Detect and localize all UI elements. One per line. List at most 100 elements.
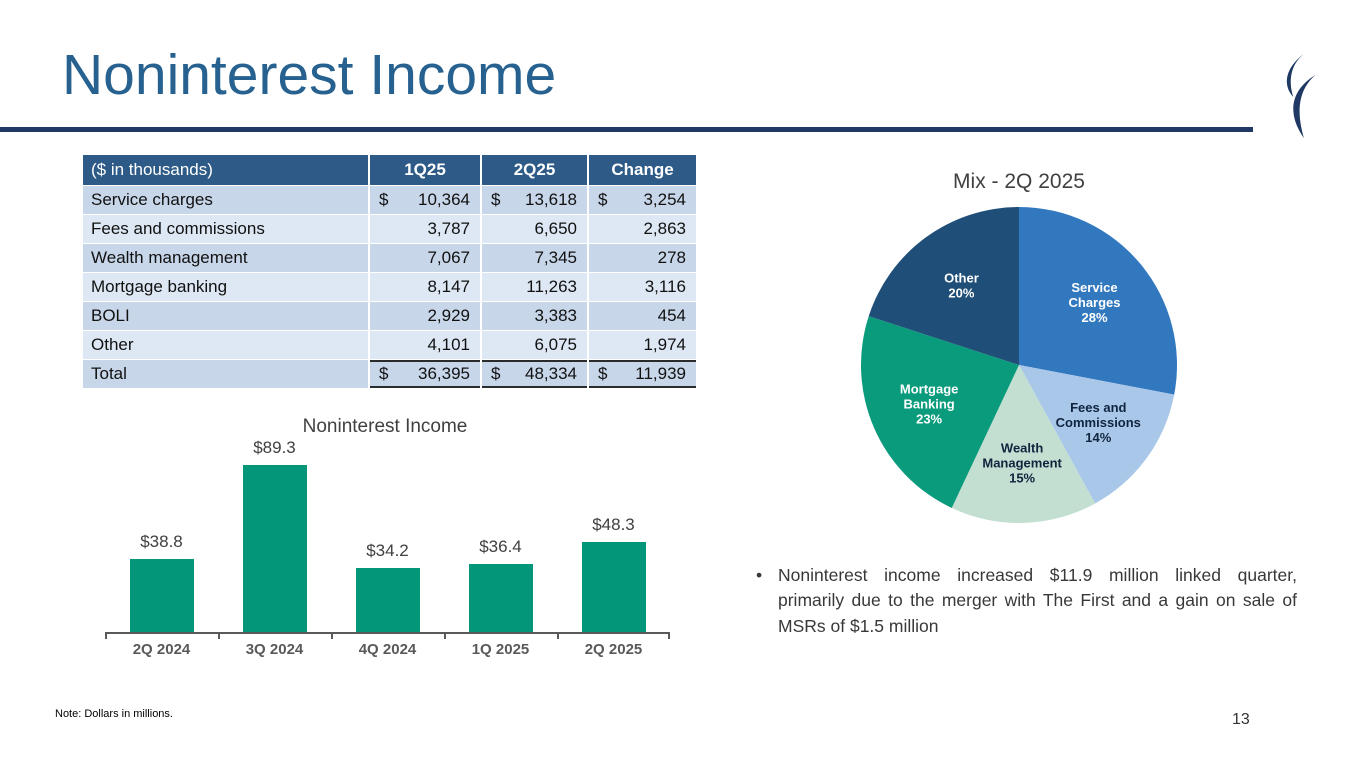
noninterest-income-table: ($ in thousands) 1Q25 2Q25 Change Service ch… <box>83 155 696 388</box>
axis-tick <box>668 632 670 639</box>
footnote: Note: Dollars in millions. <box>55 708 173 720</box>
table-row-label: Fees and commissions <box>83 215 368 243</box>
table-row-label: Total <box>83 360 368 388</box>
cell-number: 278 <box>657 248 686 267</box>
page-number: 13 <box>1232 711 1250 728</box>
table-cell-value: 7,067 <box>370 244 480 272</box>
table-row-label: Service charges <box>83 186 368 214</box>
table-header-1Q25: 1Q25 <box>370 155 480 185</box>
bar <box>468 564 533 632</box>
cell-number: 3,383 <box>534 306 577 325</box>
pie-slice-fees-and-commissions <box>1019 365 1175 504</box>
bar <box>355 568 420 632</box>
x-axis-line <box>105 632 670 634</box>
cell-number: 1,974 <box>643 335 686 354</box>
pie-slice-label: Service Charges 28% <box>1068 280 1120 325</box>
table-cell-value: $13,618 <box>482 186 587 214</box>
table-header-Change: Change <box>589 155 696 185</box>
table-row-label: Wealth management <box>83 244 368 272</box>
cell-number: 2,929 <box>427 306 470 325</box>
bar-category-label: 3Q 2024 <box>245 641 304 658</box>
cell-number: 7,067 <box>427 248 470 267</box>
bar-chart-title: Noninterest Income <box>302 416 468 437</box>
bank-logo-swoosh-icon <box>1286 54 1316 139</box>
table-cell-value: 3,383 <box>482 302 587 330</box>
cell-number: 11,939 <box>635 364 686 383</box>
bar-category-label: 4Q 2024 <box>358 641 417 658</box>
pie-chart-title: Mix - 2Q 2025 <box>953 170 1085 193</box>
cell-number: 3,254 <box>643 190 686 209</box>
dollar-sign: $ <box>379 364 389 383</box>
table-cell-value: $10,364 <box>370 186 480 214</box>
axis-tick <box>331 632 333 639</box>
cell-number: 11,263 <box>526 277 577 296</box>
pie-slice-other <box>868 207 1019 365</box>
dollar-sign: $ <box>598 364 608 383</box>
table-header-label: ($ in thousands) <box>83 155 368 185</box>
table-cell-value: 2,929 <box>370 302 480 330</box>
bar-category-label: 1Q 2025 <box>471 641 530 658</box>
bar-value-label: $48.3 <box>592 515 635 534</box>
cell-number: 3,116 <box>644 277 686 296</box>
bar-value-label: $36.4 <box>479 537 522 556</box>
bar <box>581 542 646 632</box>
cell-number: 10,364 <box>418 190 470 209</box>
cell-number: 48,334 <box>525 364 577 383</box>
cell-number: 8,147 <box>427 277 470 296</box>
table-cell-value: 6,650 <box>482 215 587 243</box>
cell-number: 6,075 <box>534 335 577 354</box>
cell-number: 13,618 <box>525 190 577 209</box>
bar-category-label: 2Q 2024 <box>132 641 191 658</box>
cell-number: 7,345 <box>534 248 577 267</box>
axis-tick <box>444 632 446 639</box>
dollar-sign: $ <box>379 190 389 209</box>
table-cell-value: 3,787 <box>370 215 480 243</box>
pie-slice-label: Mortgage Banking 23% <box>900 381 959 426</box>
pie-slice-service-charges <box>1019 207 1177 395</box>
pie-slice-label: Wealth Management 15% <box>982 440 1062 485</box>
cell-number: 454 <box>657 306 686 325</box>
table-cell-value: 278 <box>589 244 696 272</box>
table-cell-value: 3,116 <box>589 273 696 301</box>
bar-value-label: $38.8 <box>140 532 183 551</box>
bullet-marker: • <box>756 565 763 585</box>
bar-value-label: $89.3 <box>253 438 296 457</box>
cell-number: 3,787 <box>427 219 470 238</box>
axis-tick <box>557 632 559 639</box>
axis-tick <box>218 632 220 639</box>
table-cell-value: 11,263 <box>482 273 587 301</box>
table-cell-value: $48,334 <box>482 360 587 388</box>
table-row-label: Other <box>83 331 368 359</box>
mix-pie-chart: Service Charges 28% Fees and Commissions 14%W… <box>860 207 1177 524</box>
cell-number: 6,650 <box>534 219 577 238</box>
pie-slice-label: Fees and Commissions 14% <box>1056 400 1141 445</box>
title-divider <box>0 127 1253 132</box>
table-cell-value: 2,863 <box>589 215 696 243</box>
table-cell-value: $11,939 <box>589 360 696 388</box>
bar-category-label: 2Q 2025 <box>584 641 643 658</box>
table-cell-value: 1,974 <box>589 331 696 359</box>
table-header-2Q25: 2Q25 <box>482 155 587 185</box>
pie-slice-label: Other 20% <box>944 271 979 301</box>
bullet-text: Noninterest income increased $11.9 milli… <box>778 565 1297 636</box>
cell-number: 36,395 <box>418 364 470 383</box>
bar <box>129 559 194 632</box>
table-row-label: BOLI <box>83 302 368 330</box>
cell-number: 4,101 <box>427 335 470 354</box>
table-cell-value: 7,345 <box>482 244 587 272</box>
bar <box>242 465 307 632</box>
table-row-label: Mortgage banking <box>83 273 368 301</box>
bar-value-label: $34.2 <box>366 541 409 560</box>
axis-tick <box>105 632 107 639</box>
table-cell-value: $36,395 <box>370 360 480 388</box>
commentary-bullet: • Noninterest income increased $11.9 mil… <box>752 563 1297 639</box>
page-title: Noninterest Income <box>62 43 557 107</box>
noninterest-income-bar-chart: Noninterest Income $38.8 2Q 2024 $89.3 3Q 2… <box>100 414 675 669</box>
table-cell-value: $3,254 <box>589 186 696 214</box>
cell-number: 2,863 <box>643 219 686 238</box>
table-cell-value: 454 <box>589 302 696 330</box>
pie-slice-wealth-management <box>951 365 1096 524</box>
table-cell-value: 8,147 <box>370 273 480 301</box>
dollar-sign: $ <box>491 190 501 209</box>
